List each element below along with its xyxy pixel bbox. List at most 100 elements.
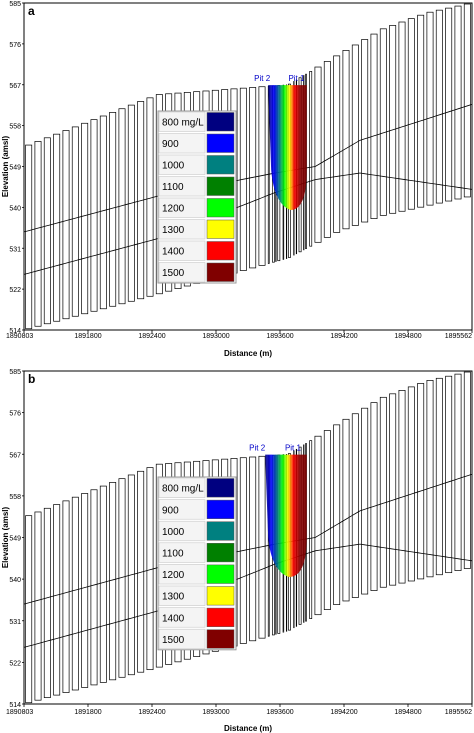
pit-label: Pit 2 — [254, 74, 271, 83]
legend-label-cell — [158, 219, 206, 240]
x-tick-label: 1890803 — [6, 333, 33, 340]
pit-label: Pit 1 — [288, 74, 305, 83]
grid-column — [81, 122, 89, 315]
grid-column — [435, 9, 443, 204]
legend-label-cell — [158, 240, 206, 261]
x-tick-label: 1894800 — [394, 709, 421, 716]
grid-column — [398, 21, 406, 212]
grid-column — [71, 496, 79, 691]
y-tick-label: 567 — [9, 452, 21, 459]
legend-swatch — [206, 478, 235, 498]
grid-column — [435, 377, 443, 576]
grid-column — [25, 515, 33, 704]
legend-swatch — [206, 521, 235, 541]
grid-column — [361, 39, 369, 223]
grid-column — [146, 467, 154, 671]
pit-label: Pit 1 — [285, 444, 302, 453]
y-tick-label: 558 — [9, 494, 21, 501]
y-tick-label: 514 — [9, 702, 21, 709]
grid-column — [417, 14, 425, 208]
legend-label-cell — [158, 133, 206, 154]
layer-boundary — [23, 103, 473, 233]
grid-column — [361, 407, 369, 595]
legend-label-cell — [158, 542, 206, 563]
legend-swatch — [206, 499, 235, 519]
legend-label-cell — [158, 585, 206, 606]
grid-column — [53, 504, 61, 696]
x-tick-label: 1893600 — [266, 709, 293, 716]
legend-label-cell — [158, 154, 206, 175]
y-tick-label: 522 — [9, 660, 21, 667]
legend-swatch — [206, 133, 235, 153]
legend-label: 1100 — [162, 182, 184, 193]
grid-column — [146, 97, 154, 297]
grid-column — [445, 7, 453, 202]
grid-column — [314, 435, 322, 616]
layer-boundary — [23, 473, 473, 605]
x-tick-label: 1893000 — [202, 709, 229, 716]
legend-label-cell — [158, 176, 206, 197]
y-tick-label: 567 — [9, 83, 21, 90]
legend-swatch — [206, 629, 235, 649]
grid-column — [34, 511, 42, 701]
y-tick-label: 558 — [9, 124, 21, 131]
panel-letter: a — [28, 4, 35, 18]
x-tick-label: 1893600 — [266, 333, 293, 340]
x-tick-label: 1891800 — [74, 333, 101, 340]
y-tick-label: 549 — [9, 536, 21, 543]
x-tick-label: 1892400 — [138, 709, 165, 716]
legend-label: 900 — [162, 505, 179, 516]
grid-column — [333, 55, 341, 233]
legend-label: 1200 — [162, 204, 185, 215]
grid-column — [398, 390, 406, 584]
y-tick-label: 576 — [9, 411, 21, 418]
legend-label: 1300 — [162, 592, 185, 603]
legend-label-cell — [158, 262, 206, 283]
legend-swatch — [206, 586, 235, 606]
pit-label: Pit 2 — [249, 444, 266, 453]
legend-swatch — [206, 155, 235, 175]
grid-column — [389, 393, 397, 586]
x-tick-label: 1894200 — [330, 333, 357, 340]
grid-column — [62, 130, 70, 320]
grid-column — [43, 507, 51, 698]
grid-column — [99, 115, 107, 310]
legend-label-cell — [158, 197, 206, 218]
y-tick-label: 549 — [9, 165, 21, 172]
grid-column — [379, 396, 387, 588]
y-axis-label: Elevation (amsl) — [1, 135, 10, 197]
grid-column — [417, 383, 425, 580]
grid-column — [389, 25, 397, 214]
legend-label: 800 mg/L — [162, 484, 204, 495]
legend-label-cell — [158, 111, 206, 132]
grid-column — [463, 371, 471, 569]
layer-boundary — [23, 172, 473, 275]
legend-swatch — [206, 241, 235, 261]
legend-label-cell — [158, 628, 206, 650]
grid-column — [309, 440, 313, 619]
grid-column — [342, 418, 350, 602]
grid-column — [370, 33, 378, 219]
legend-label: 1300 — [162, 225, 185, 236]
y-tick-label: 540 — [9, 577, 21, 584]
grid-column — [43, 137, 51, 325]
grid-column — [309, 71, 313, 247]
legend-label: 1400 — [162, 613, 185, 624]
grid-column — [454, 373, 462, 571]
grid-column — [109, 112, 117, 307]
legend-label-cell — [158, 520, 206, 542]
grid-column — [323, 430, 331, 610]
legend-label: 1400 — [162, 247, 185, 258]
x-tick-label: 1892400 — [138, 333, 165, 340]
x-tick-label: 1891800 — [74, 709, 101, 716]
contaminant-plume — [268, 85, 307, 210]
grid-column — [351, 413, 359, 598]
legend-swatch — [206, 176, 235, 196]
grid-column — [407, 386, 415, 582]
grid-column — [90, 489, 98, 686]
y-tick-label: 531 — [9, 246, 21, 253]
grid-column — [81, 493, 89, 688]
grid-column — [351, 44, 359, 226]
grid-column — [71, 126, 79, 317]
